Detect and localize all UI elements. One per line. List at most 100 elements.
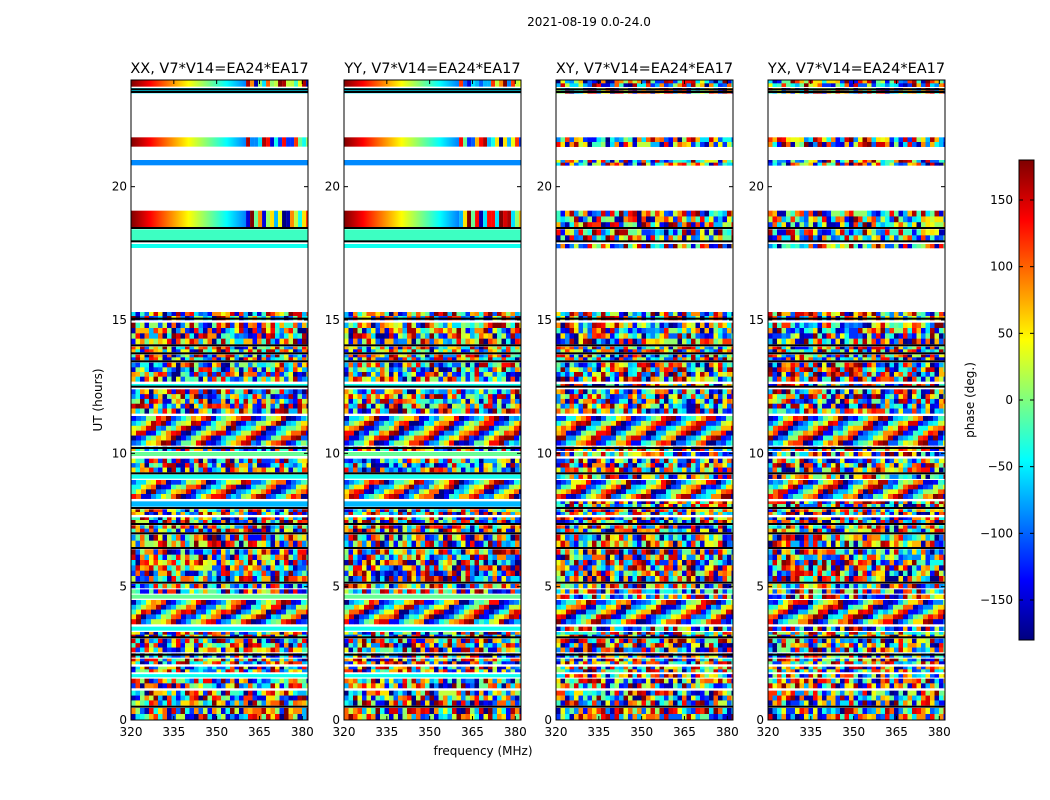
x-tick-label: 320 [545,725,568,739]
x-tick-label: 365 [461,725,484,739]
x-tick-label: 335 [799,725,822,739]
scan-block [344,160,521,166]
phase-image [131,80,308,720]
scan-separator [768,523,945,525]
x-tick-label: 350 [630,725,653,739]
scan-separator [344,532,521,535]
scan-block [344,690,521,706]
scan-separator [131,227,308,229]
scan-separator [768,352,945,355]
scan-block [768,160,945,166]
scan-block [131,346,308,353]
y-tick-label: 0 [332,713,340,727]
scan-separator [344,653,521,656]
scan-block [344,137,521,147]
scan-separator [344,636,521,639]
x-tick-label: 320 [333,725,356,739]
scan-separator [131,91,308,93]
scan-block [768,384,945,387]
scan-block [768,525,945,533]
scan-block [131,80,308,87]
scan-block [768,137,945,147]
phase-image [344,80,521,720]
scan-block [556,346,733,353]
scan-separator [131,240,308,243]
scan-block [344,458,521,473]
scan-block [131,549,308,582]
scan-block [344,632,521,638]
x-tick-label: 335 [162,725,185,739]
scan-separator [131,317,308,320]
scan-block [131,244,308,248]
scan-block [131,589,308,594]
scan-block [556,517,733,523]
scan-separator [556,352,733,355]
scan-block [131,708,308,720]
scan-block [768,229,945,242]
scan-separator [556,507,733,509]
scan-separator [131,352,308,355]
scan-block [556,362,733,382]
scan-block [344,674,521,678]
scan-block [556,416,733,446]
scan-block [556,594,733,599]
panel-frame [343,79,522,721]
scan-separator [556,344,733,347]
scan-block [768,354,945,361]
scan-separator [768,385,945,388]
scan-block [556,480,733,499]
y-tick-label: 5 [119,580,127,594]
scan-block [131,362,308,382]
panel-1: XX, V7*V14=EA24*EA17 0 5 10 15 20 320 335 350 365… [112,61,314,739]
colorbar-tick-label: 100 [990,260,1013,274]
x-tick-label: 380 [716,725,739,739]
scan-block [556,549,733,582]
scan-separator [556,547,733,549]
x-tick-label: 335 [375,725,398,739]
scan-separator [556,91,733,93]
scan-block [344,517,521,523]
x-tick-label: 320 [757,725,780,739]
y-axis-label: UT (hours) [91,368,105,431]
y-tick-label: 10 [537,446,552,460]
scan-block [344,346,521,353]
y-tick-label: 20 [537,180,552,194]
scan-block [556,384,733,387]
scan-block [131,137,308,147]
panel-2: YY, V7*V14=EA24*EA17 0 5 10 15 20 320 335 350 365… [325,61,527,739]
scan-block [556,678,733,689]
scan-separator [344,227,521,229]
scan-block [556,474,733,479]
scan-block [344,509,521,515]
scan-block [768,678,945,689]
scan-block [768,632,945,638]
scan-separator [344,88,521,91]
scan-block [556,452,733,457]
scan-block [131,458,308,473]
scan-block [344,525,521,533]
scan-block [131,501,308,507]
scan-separator [344,507,521,509]
scan-block [768,589,945,594]
y-tick-label: 0 [756,713,764,727]
scan-block [768,480,945,499]
scan-separator [344,547,521,549]
scan-block [131,626,308,631]
scan-block [556,322,733,345]
scan-block [556,229,733,242]
scan-separator [768,472,945,475]
scan-block [556,501,733,507]
scan-separator [556,240,733,243]
scan-block [768,416,945,446]
colorbar-tick-label: −100 [980,526,1013,540]
x-tick-label: 380 [291,725,314,739]
scan-block [768,210,945,229]
scan-block [768,346,945,353]
scan-separator [768,507,945,509]
y-tick-label: 5 [756,580,764,594]
scan-block [131,517,308,523]
colorbar-tick-label: 50 [998,326,1013,340]
scan-block [344,416,521,446]
scan-block [131,389,308,414]
